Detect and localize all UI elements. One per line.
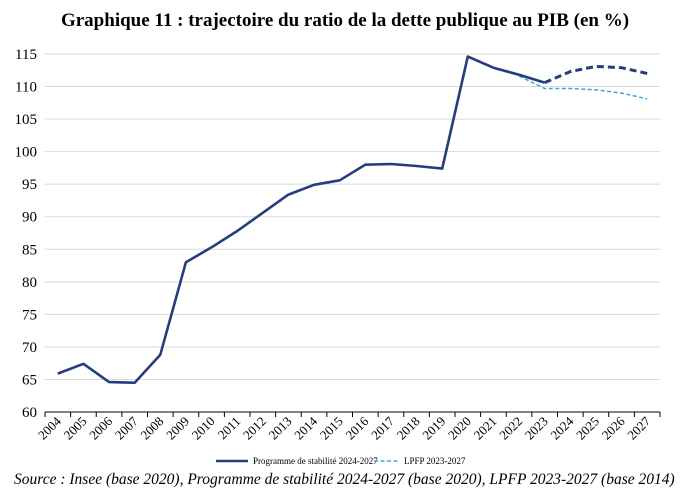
x-tick-label: 2021 [471, 414, 500, 443]
gridlines [45, 53, 660, 380]
x-axis-ticks: 2004200520062007200820092010201120122013… [35, 412, 661, 443]
y-axis-ticks: 60 65 70 75 80 85 90 95 100 105 110 115 [15, 47, 38, 421]
y-tick-label: 85 [22, 242, 37, 258]
y-tick-label: 70 [22, 340, 37, 356]
x-tick-label: 2011 [215, 414, 244, 443]
x-tick-label: 2014 [291, 413, 320, 442]
y-tick-label: 95 [22, 177, 37, 193]
x-tick-label: 2026 [599, 413, 628, 442]
x-tick-label: 2018 [394, 414, 423, 443]
y-tick-label: 105 [15, 112, 38, 128]
x-tick-label: 2019 [419, 414, 448, 443]
x-tick-label: 2027 [624, 413, 653, 442]
y-tick-label: 75 [22, 307, 37, 323]
x-tick-label: 2006 [86, 413, 115, 442]
y-tick-label: 110 [15, 80, 37, 96]
legend-label-lpfp: LPFP 2023-2027 [404, 456, 466, 466]
x-tick-label: 2005 [61, 414, 90, 443]
x-tick-label: 2017 [368, 413, 397, 442]
x-tick-label: 2010 [189, 414, 218, 443]
y-tick-label: 115 [15, 47, 37, 63]
x-tick-label: 2009 [163, 414, 192, 443]
x-tick-label: 2007 [112, 413, 141, 442]
x-tick-label: 2025 [573, 414, 602, 443]
y-tick-label: 65 [22, 372, 37, 388]
y-tick-label: 60 [22, 405, 37, 421]
y-tick-label: 90 [22, 210, 37, 226]
y-tick-label: 80 [22, 275, 37, 291]
x-tick-label: 2016 [342, 413, 371, 442]
x-tick-label: 2024 [547, 413, 576, 442]
x-tick-label: 2022 [496, 414, 525, 443]
x-tick-label: 2013 [266, 414, 295, 443]
y-tick-label: 100 [15, 145, 38, 161]
x-tick-label: 2008 [137, 414, 166, 443]
series-line-programme-projection [544, 64, 648, 84]
x-tick-label: 2004 [35, 413, 64, 442]
x-tick-label: 2015 [317, 414, 346, 443]
legend-label-programme: Programme de stabilité 2024-2027 [253, 456, 378, 466]
chart-title: Graphique 11 : trajectoire du ratio de l… [60, 10, 630, 31]
x-tick-label: 2020 [445, 414, 474, 443]
x-tick-label: 2012 [240, 414, 269, 443]
source-note: Source : Insee (base 2020), Programme de… [14, 471, 675, 488]
legend: Programme de stabilité 2024-2027 LPFP 20… [216, 456, 466, 466]
x-tick-label: 2023 [522, 414, 551, 443]
series-line-lpfp [518, 75, 648, 100]
series [57, 55, 648, 385]
series-line-programme [57, 55, 546, 385]
